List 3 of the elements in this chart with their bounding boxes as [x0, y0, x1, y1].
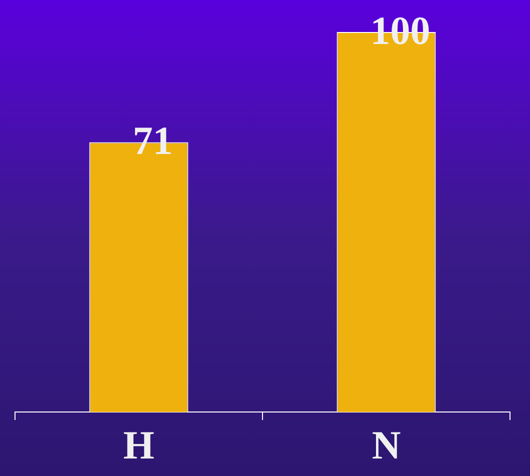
data-label: 100	[370, 8, 430, 53]
x-tick-label: H	[123, 422, 154, 468]
x-tick-label: N	[372, 422, 401, 468]
